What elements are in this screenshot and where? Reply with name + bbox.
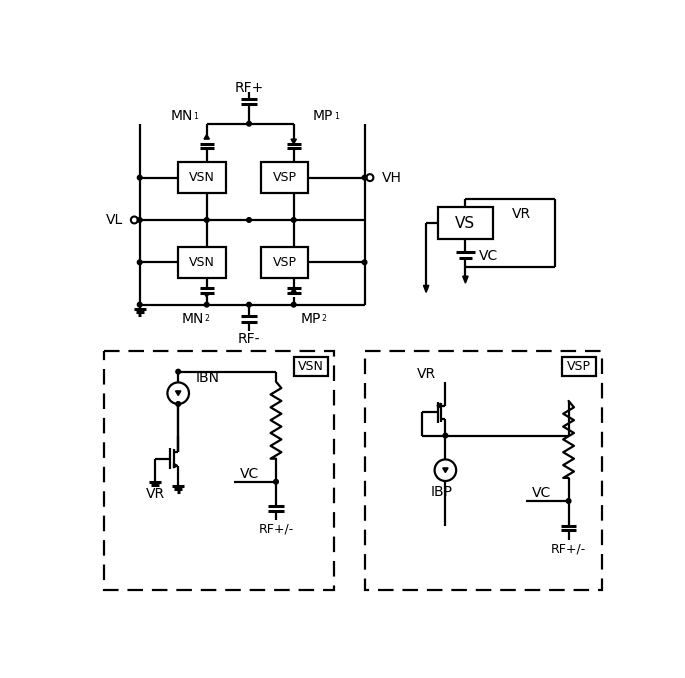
Text: $_2$: $_2$ bbox=[203, 313, 210, 325]
Circle shape bbox=[291, 302, 296, 307]
Text: VR: VR bbox=[145, 487, 164, 501]
Text: IBN: IBN bbox=[195, 371, 219, 385]
Circle shape bbox=[247, 218, 251, 222]
Text: MP: MP bbox=[313, 109, 333, 123]
Circle shape bbox=[204, 302, 209, 307]
Bar bbox=[438, 207, 493, 239]
Circle shape bbox=[362, 260, 367, 264]
Text: VH: VH bbox=[382, 171, 401, 184]
Circle shape bbox=[138, 176, 142, 180]
Circle shape bbox=[566, 499, 571, 503]
Text: RF-: RF- bbox=[238, 332, 260, 346]
Circle shape bbox=[138, 302, 142, 307]
Polygon shape bbox=[173, 463, 177, 468]
Text: VSP: VSP bbox=[273, 171, 297, 184]
Polygon shape bbox=[423, 285, 429, 292]
Text: VC: VC bbox=[532, 486, 551, 500]
Circle shape bbox=[362, 176, 367, 180]
Text: RF+: RF+ bbox=[234, 81, 264, 94]
Polygon shape bbox=[204, 293, 210, 298]
Polygon shape bbox=[204, 134, 210, 139]
Text: VSN: VSN bbox=[189, 256, 215, 268]
Text: RF+/-: RF+/- bbox=[551, 542, 586, 555]
Bar bbox=[178, 162, 226, 193]
Polygon shape bbox=[443, 468, 448, 473]
Text: VSN: VSN bbox=[189, 171, 215, 184]
Polygon shape bbox=[175, 391, 181, 395]
Text: MN: MN bbox=[182, 311, 204, 325]
Text: VR: VR bbox=[512, 207, 532, 221]
Polygon shape bbox=[291, 288, 297, 293]
Circle shape bbox=[274, 479, 278, 484]
Polygon shape bbox=[291, 139, 297, 144]
Text: $_1$: $_1$ bbox=[193, 111, 199, 123]
Text: $_2$: $_2$ bbox=[321, 313, 327, 325]
Text: VL: VL bbox=[105, 213, 123, 227]
Text: VSP: VSP bbox=[273, 256, 297, 268]
Text: VR: VR bbox=[417, 367, 436, 381]
Circle shape bbox=[434, 460, 456, 481]
Circle shape bbox=[167, 382, 189, 404]
Circle shape bbox=[247, 302, 251, 307]
Text: $_1$: $_1$ bbox=[334, 111, 340, 123]
Text: VS: VS bbox=[456, 216, 475, 231]
Bar bbox=[260, 247, 308, 278]
Text: VC: VC bbox=[240, 467, 259, 481]
Circle shape bbox=[247, 121, 251, 126]
Bar bbox=[104, 351, 334, 590]
Text: MP: MP bbox=[301, 311, 321, 325]
Bar bbox=[260, 162, 308, 193]
Text: VSP: VSP bbox=[566, 360, 590, 373]
Text: IBP: IBP bbox=[431, 485, 453, 499]
Bar bbox=[562, 357, 595, 376]
Text: VC: VC bbox=[479, 249, 499, 263]
Text: VSN: VSN bbox=[298, 360, 323, 373]
Text: RF+/-: RF+/- bbox=[258, 523, 294, 536]
Polygon shape bbox=[462, 276, 468, 283]
Circle shape bbox=[443, 433, 448, 438]
Circle shape bbox=[204, 218, 209, 222]
Circle shape bbox=[291, 218, 296, 222]
Text: MN: MN bbox=[171, 109, 193, 123]
Circle shape bbox=[138, 218, 142, 222]
Circle shape bbox=[138, 260, 142, 264]
Circle shape bbox=[176, 401, 181, 406]
Bar bbox=[178, 247, 226, 278]
Polygon shape bbox=[437, 403, 440, 408]
Bar bbox=[294, 357, 327, 376]
Bar bbox=[364, 351, 601, 590]
Circle shape bbox=[176, 370, 181, 374]
